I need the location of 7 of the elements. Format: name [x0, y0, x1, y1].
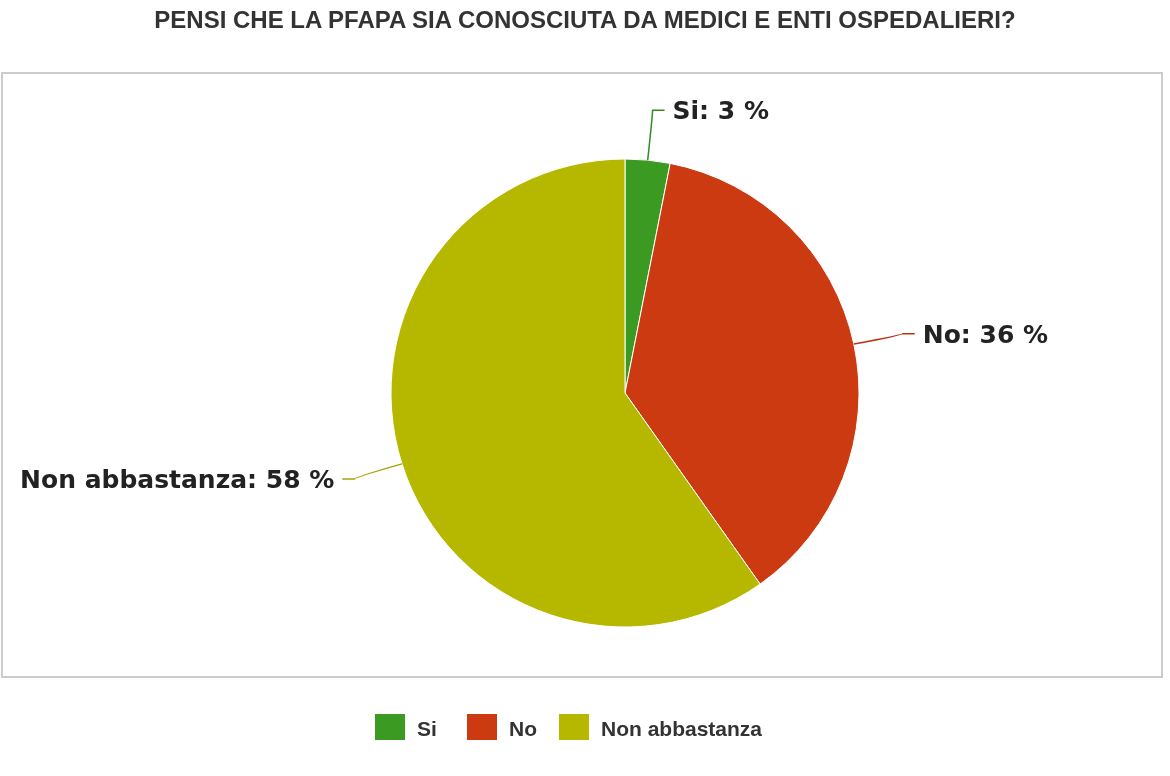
chart-title: PENSI CHE LA PFAPA SIA CONOSCIUTA DA MEDICI E ENTI OSPEDALIERI? — [154, 6, 1016, 33]
legend-label: No — [509, 717, 537, 740]
legend-label: Non abbastanza — [601, 717, 763, 740]
legend-label: Si — [417, 717, 437, 740]
data-label: Non abbastanza: 58 % — [20, 465, 335, 495]
data-label: No: 36 % — [922, 319, 1049, 349]
data-label: Si: 3 % — [672, 96, 769, 126]
